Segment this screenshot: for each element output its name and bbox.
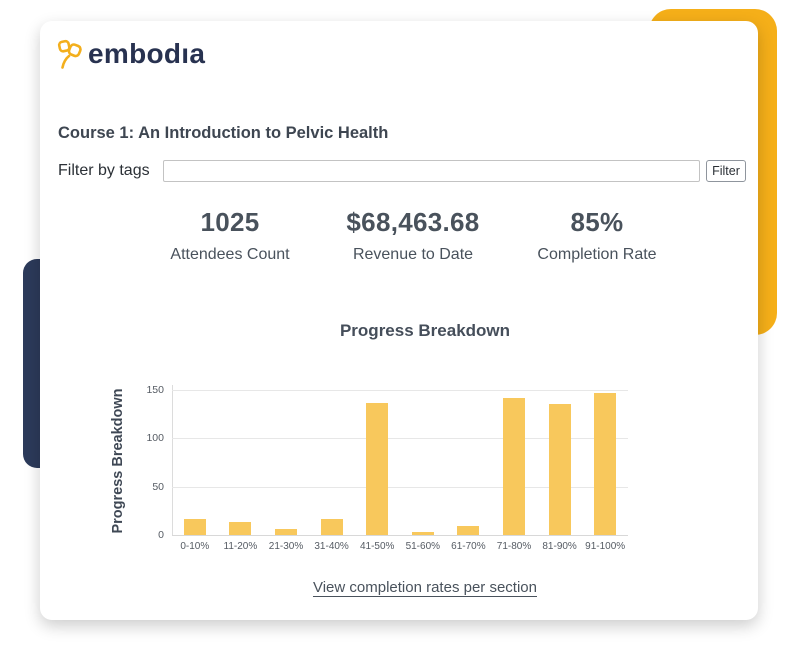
view-completion-rates-link[interactable]: View completion rates per section [312, 579, 537, 596]
y-tick-label: 50 [152, 480, 164, 493]
embodia-logo-text: embodıa [88, 38, 206, 69]
footer-link-wrap: View completion rates per section [275, 579, 575, 597]
stat-attendees-count: 1025 Attendees Count [120, 207, 340, 264]
course-title: Course 1: An Introduction to Pelvic Heal… [58, 124, 389, 142]
embodia-logo: embodıa [55, 34, 205, 74]
x-tick-label: 0-10% [180, 541, 210, 552]
dashboard-card: embodıa Course 1: An Introduction to Pel… [40, 21, 758, 620]
gridline-150 [172, 390, 628, 391]
stat-revenue-to-date: $68,463.68 Revenue to Date [303, 207, 523, 264]
x-tick-label: 71-80% [496, 541, 532, 552]
bar-41-50% [366, 402, 389, 535]
stat-label: Attendees Count [170, 246, 290, 263]
y-tick-label: 150 [146, 384, 164, 396]
filter-tags-input[interactable] [163, 160, 700, 182]
stat-label: Completion Rate [537, 246, 657, 263]
chart-title: Progress Breakdown [339, 321, 511, 340]
stat-completion-rate: 85% Completion Rate [487, 207, 707, 264]
x-tick-label: 31-40% [314, 541, 349, 552]
gridline-0 [172, 535, 628, 536]
embodia-flower-icon [55, 37, 85, 71]
y-tick-label: 100 [146, 432, 164, 445]
bar-31-40% [320, 518, 343, 535]
x-tick-label: 21-30% [268, 541, 304, 552]
bar-0-10% [183, 518, 206, 535]
y-axis-line [172, 385, 173, 535]
y-tick-label: 0 [158, 529, 164, 541]
stat-label: Revenue to Date [352, 246, 474, 263]
x-tick-label: 61-70% [451, 541, 486, 552]
bar-61-70% [457, 526, 480, 535]
x-tick-label: 81-90% [542, 541, 577, 552]
x-tick-label: 41-50% [359, 541, 395, 552]
x-tick-label: 11-20% [223, 541, 258, 552]
gridline-100 [172, 438, 628, 440]
bar-21-30% [275, 529, 297, 535]
gridline-50 [172, 486, 628, 488]
filter-button[interactable]: Filter [706, 160, 746, 182]
bar-91-100% [594, 392, 617, 535]
bar-11-20% [229, 522, 252, 535]
stat-value: $68,463.68 [346, 207, 480, 237]
bar-51-60% [411, 532, 434, 535]
filter-by-tags-label: Filter by tags [58, 162, 150, 179]
bar-81-90% [548, 403, 571, 535]
x-tick-label: 91-100% [585, 541, 626, 552]
bar-71-80% [503, 397, 525, 535]
x-tick-label: 51-60% [405, 541, 441, 552]
stat-value: 1025 [200, 207, 260, 237]
progress-breakdown-chart: Progress Breakdown 0 50 100 150 0-10% 11-20% 2… [40, 21, 758, 620]
stat-value: 85% [570, 207, 624, 237]
